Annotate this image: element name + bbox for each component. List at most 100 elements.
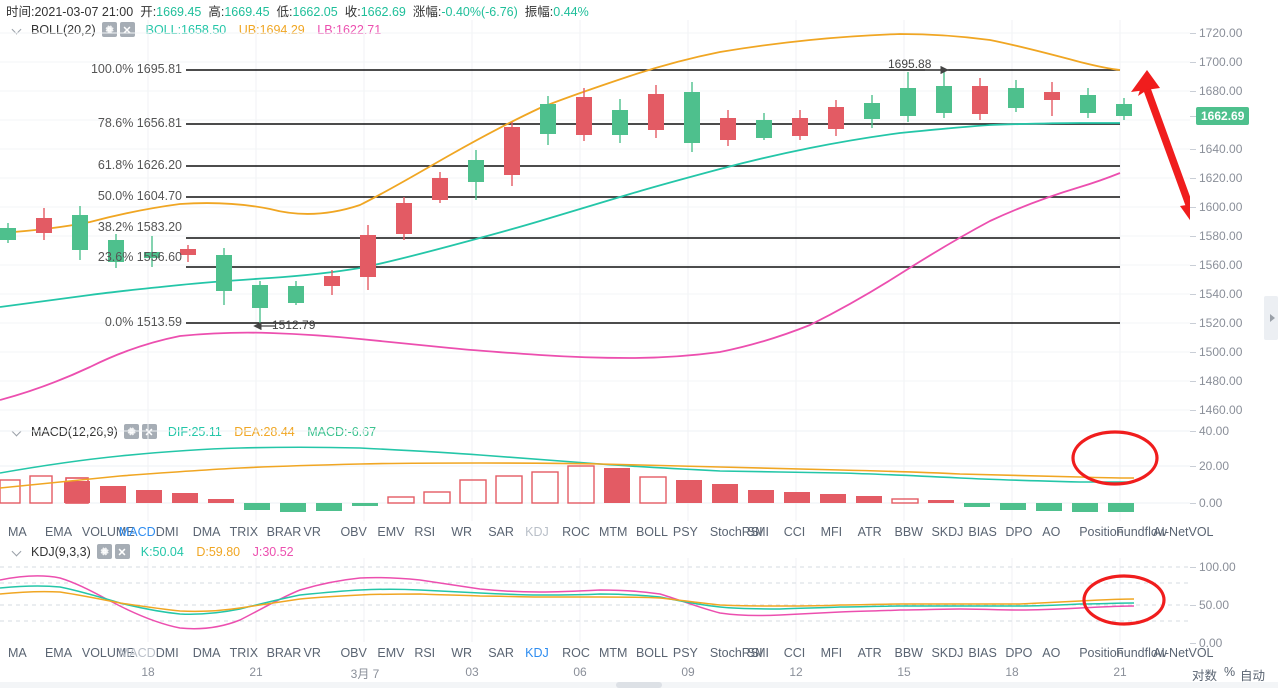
- candle: [1080, 88, 1096, 118]
- indicator-tab-ma[interactable]: MA: [8, 646, 27, 660]
- indicator-tab-strip-bottom[interactable]: MA EMA VOLUME MACD DMI DMA TRIX BRAR VR OBV EMV RSI…: [0, 645, 1214, 661]
- indicator-tab-vr[interactable]: VR: [303, 525, 321, 539]
- indicator-tab-trix[interactable]: TRIX: [229, 646, 259, 660]
- indicator-tab-bbw[interactable]: BBW: [894, 646, 923, 660]
- indicator-tab-skdj[interactable]: SKDJ: [931, 646, 964, 660]
- price-plot: [0, 20, 1190, 418]
- indicator-tab-obv[interactable]: OBV: [340, 646, 367, 660]
- indicator-tab-smi[interactable]: SMI: [746, 646, 769, 660]
- indicator-tab-psy[interactable]: PSY: [672, 525, 698, 539]
- date-tick: 21: [1113, 665, 1127, 679]
- date-tick: 18: [1005, 665, 1019, 679]
- indicator-tab-mtm[interactable]: MTM: [599, 525, 628, 539]
- indicator-tab-macd[interactable]: MACD: [118, 646, 156, 660]
- panel-collapse-handle[interactable]: [1264, 296, 1278, 340]
- indicator-tab-trix[interactable]: TRIX: [229, 525, 259, 539]
- indicator-tab-stochrsi[interactable]: StochRSI: [709, 525, 763, 539]
- indicator-tab-ai-netvol[interactable]: AI-NetVOL: [1153, 646, 1214, 660]
- indicator-tab-wr[interactable]: WR: [451, 525, 473, 539]
- horizontal-scrollbar[interactable]: [0, 682, 1278, 688]
- indicator-tab-dma[interactable]: DMA: [192, 646, 221, 660]
- candle: [180, 245, 196, 262]
- indicator-tab-volume[interactable]: VOLUME: [81, 525, 135, 539]
- indicator-tab-wr[interactable]: WR: [451, 646, 473, 660]
- indicator-tab-stochrsi[interactable]: StochRSI: [709, 646, 763, 660]
- auto-scale-button[interactable]: 自动: [1240, 669, 1266, 683]
- indicator-tab-atr[interactable]: ATR: [857, 525, 882, 539]
- macd-tick: 40.00: [1199, 424, 1230, 438]
- indicator-tab-position[interactable]: Position: [1079, 646, 1124, 660]
- indicator-tab-strip-top[interactable]: MA EMA VOLUME MACD DMI DMA TRIX BRAR VR OBV EMV RSI…: [0, 524, 1214, 540]
- indicator-tab-fundflow[interactable]: Fundflow: [1116, 525, 1167, 539]
- candle: [540, 96, 556, 145]
- indicator-tab-emv[interactable]: EMV: [377, 525, 405, 539]
- indicator-tab-sar[interactable]: SAR: [488, 646, 514, 660]
- date-tick: 03: [465, 665, 479, 679]
- indicator-tab-ema[interactable]: EMA: [44, 525, 73, 539]
- indicator-tab-roc[interactable]: ROC: [562, 646, 590, 660]
- indicator-tab-ma[interactable]: MA: [8, 525, 27, 539]
- candle: [432, 172, 448, 203]
- macd-highlight-circle: [1071, 430, 1159, 486]
- indicator-tab-obv[interactable]: OBV: [340, 525, 367, 539]
- indicator-tab-ao[interactable]: AO: [1042, 525, 1061, 539]
- low-field: 低:1662.05: [276, 4, 338, 19]
- percent-scale-button[interactable]: %: [1224, 665, 1236, 679]
- kdj-j-value: J:30.52: [252, 544, 294, 559]
- indicator-tab-sar[interactable]: SAR: [488, 525, 514, 539]
- candle: [144, 236, 160, 267]
- kdj-plot: [0, 558, 1190, 642]
- kdj-indicator-header[interactable]: KDJ(9,3,3) K:50.04 D:59.80 J:30.52: [0, 544, 303, 559]
- kdj-tick: 0.00: [1199, 636, 1223, 650]
- indicator-tab-dpo[interactable]: DPO: [1005, 525, 1033, 539]
- indicator-tab-rsi[interactable]: RSI: [414, 646, 436, 660]
- indicator-tab-kdj[interactable]: KDJ: [525, 646, 549, 660]
- indicator-tab-cci[interactable]: CCI: [783, 525, 806, 539]
- indicator-tab-dma[interactable]: DMA: [192, 525, 221, 539]
- indicator-tab-cci[interactable]: CCI: [783, 646, 806, 660]
- indicator-tab-psy[interactable]: PSY: [672, 646, 698, 660]
- ohlc-info-bar: 时间:2021-03-07 21:00 开:1669.45 高:1669.45 …: [0, 0, 1278, 20]
- boll-lower-line: [0, 172, 1121, 401]
- price-tick: 1640.00: [1199, 142, 1243, 156]
- indicator-tab-dpo[interactable]: DPO: [1005, 646, 1033, 660]
- indicator-tab-bias[interactable]: BIAS: [968, 646, 997, 660]
- indicator-tab-dmi[interactable]: DMI: [155, 646, 179, 660]
- indicator-tab-vr[interactable]: VR: [303, 646, 321, 660]
- fibonacci-lines: [186, 69, 1120, 324]
- indicator-tab-mtm[interactable]: MTM: [599, 646, 628, 660]
- indicator-tab-bias[interactable]: BIAS: [968, 525, 997, 539]
- fib-level-label: 78.6% 1656.81: [97, 116, 182, 130]
- kdj-values: K:50.04 D:59.80 J:30.52: [141, 545, 303, 559]
- indicator-tab-smi[interactable]: SMI: [746, 525, 769, 539]
- indicator-tab-volume[interactable]: VOLUME: [81, 646, 135, 660]
- indicator-tab-rsi[interactable]: RSI: [414, 525, 436, 539]
- indicator-tab-brar[interactable]: BRAR: [266, 525, 302, 539]
- gear-icon[interactable]: [96, 544, 112, 559]
- indicator-tab-mfi[interactable]: MFI: [820, 525, 843, 539]
- indicator-tab-ao[interactable]: AO: [1042, 646, 1061, 660]
- indicator-tab-fundflow[interactable]: Fundflow: [1116, 646, 1167, 660]
- indicator-tab-ema[interactable]: EMA: [44, 646, 73, 660]
- indicator-tab-bbw[interactable]: BBW: [894, 525, 923, 539]
- close-icon[interactable]: [114, 544, 130, 559]
- indicator-tab-skdj[interactable]: SKDJ: [931, 525, 964, 539]
- indicator-tab-kdj[interactable]: KDJ: [525, 525, 549, 539]
- indicator-tab-brar[interactable]: BRAR: [266, 646, 302, 660]
- indicator-tab-ai-netvol[interactable]: AI-NetVOL: [1153, 525, 1214, 539]
- indicator-tab-position[interactable]: Position: [1079, 525, 1124, 539]
- scrollbar-grip[interactable]: [616, 682, 662, 688]
- chevron-down-icon[interactable]: [12, 546, 24, 558]
- price-tick: 1480.00: [1199, 374, 1243, 388]
- candle: [900, 72, 916, 122]
- indicator-tab-boll[interactable]: BOLL: [635, 646, 668, 660]
- indicator-tab-mfi[interactable]: MFI: [820, 646, 843, 660]
- indicator-tab-emv[interactable]: EMV: [377, 646, 405, 660]
- indicator-tab-boll[interactable]: BOLL: [635, 525, 668, 539]
- log-scale-button[interactable]: 对数: [1192, 669, 1218, 683]
- date-tick: 3月 7: [350, 667, 380, 681]
- indicator-tab-atr[interactable]: ATR: [857, 646, 882, 660]
- indicator-tab-macd[interactable]: MACD: [118, 525, 156, 539]
- indicator-tab-roc[interactable]: ROC: [562, 525, 590, 539]
- indicator-tab-dmi[interactable]: DMI: [155, 525, 179, 539]
